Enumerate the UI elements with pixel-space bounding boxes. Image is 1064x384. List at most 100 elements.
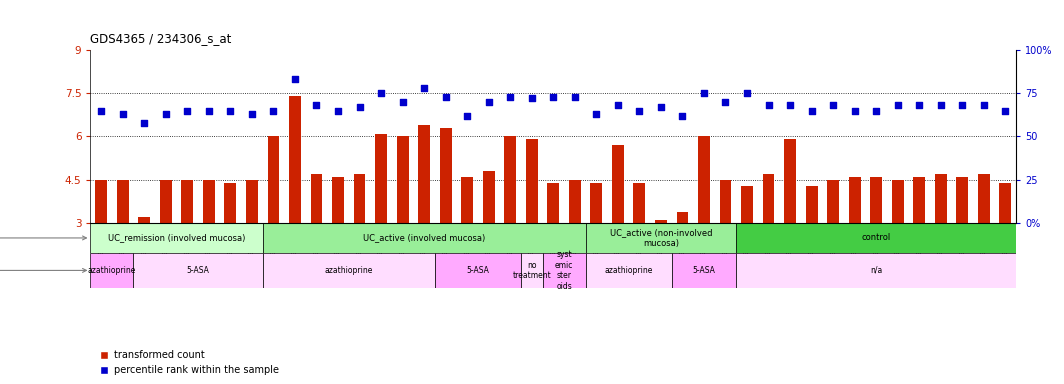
Point <box>416 85 433 91</box>
Bar <box>462 177 473 223</box>
Bar <box>483 171 495 223</box>
Point <box>976 102 993 108</box>
Point <box>932 102 949 108</box>
Point <box>244 111 261 117</box>
Point <box>867 108 884 114</box>
Bar <box>719 180 731 223</box>
Point <box>631 108 648 114</box>
Bar <box>677 212 688 223</box>
Bar <box>957 177 968 223</box>
Bar <box>978 174 990 223</box>
Bar <box>999 183 1011 223</box>
Bar <box>569 180 581 223</box>
Bar <box>892 180 903 223</box>
Point <box>286 76 303 83</box>
Bar <box>913 177 926 223</box>
Point <box>523 95 541 101</box>
Point <box>610 102 627 108</box>
Point <box>200 108 217 114</box>
Bar <box>870 177 882 223</box>
Bar <box>736 253 1016 288</box>
Point <box>222 108 239 114</box>
Bar <box>353 174 365 223</box>
Point <box>480 99 497 105</box>
Bar <box>263 223 585 253</box>
Point <box>674 113 691 119</box>
Legend: transformed count, percentile rank within the sample: transformed count, percentile rank withi… <box>96 346 283 379</box>
Point <box>911 102 928 108</box>
Bar <box>439 128 451 223</box>
Bar <box>526 139 537 223</box>
Point <box>566 94 583 100</box>
Point <box>953 102 970 108</box>
Bar <box>633 183 645 223</box>
Text: UC_active (non-involved
mucosa): UC_active (non-involved mucosa) <box>610 228 712 248</box>
Text: no
treatment: no treatment <box>513 261 551 280</box>
Point <box>545 94 562 100</box>
Bar <box>521 253 543 288</box>
Point <box>93 108 110 114</box>
Point <box>846 108 863 114</box>
Point <box>265 108 282 114</box>
Text: azathioprine: azathioprine <box>325 266 373 275</box>
Bar <box>585 223 736 253</box>
Bar <box>418 125 430 223</box>
Point <box>502 94 519 100</box>
Bar <box>90 223 263 253</box>
Bar <box>763 174 775 223</box>
Point <box>437 94 454 100</box>
Text: control: control <box>862 233 891 242</box>
Text: azathioprine: azathioprine <box>87 266 136 275</box>
Text: GDS4365 / 234306_s_at: GDS4365 / 234306_s_at <box>90 32 232 45</box>
Bar <box>96 180 107 223</box>
Text: agent: agent <box>0 265 86 275</box>
Text: UC_active (involved mucosa): UC_active (involved mucosa) <box>363 233 485 242</box>
Bar <box>332 177 344 223</box>
Bar <box>203 180 215 223</box>
Bar <box>117 180 129 223</box>
Point <box>825 102 842 108</box>
Bar <box>805 185 817 223</box>
Bar <box>289 96 301 223</box>
Bar <box>784 139 796 223</box>
Bar <box>655 220 667 223</box>
Point <box>394 99 411 105</box>
Bar <box>225 183 236 223</box>
Bar <box>397 136 409 223</box>
Bar <box>698 136 710 223</box>
Bar <box>591 183 602 223</box>
Bar <box>246 180 257 223</box>
Bar <box>742 185 753 223</box>
Text: disease state: disease state <box>0 233 86 243</box>
Text: UC_remission (involved mucosa): UC_remission (involved mucosa) <box>107 233 245 242</box>
Bar <box>849 177 861 223</box>
Point <box>459 113 476 119</box>
Point <box>372 90 389 96</box>
Bar <box>133 253 263 288</box>
Point <box>738 90 755 96</box>
Point <box>179 108 196 114</box>
Point <box>696 90 713 96</box>
Bar <box>543 253 585 288</box>
Text: azathioprine: azathioprine <box>604 266 653 275</box>
Point <box>157 111 174 117</box>
Bar <box>671 253 736 288</box>
Bar <box>160 180 171 223</box>
Bar <box>435 253 521 288</box>
Point <box>587 111 604 117</box>
Point <box>890 102 907 108</box>
Point <box>760 102 777 108</box>
Point <box>997 108 1014 114</box>
Bar <box>181 180 194 223</box>
Bar <box>827 180 839 223</box>
Text: n/a: n/a <box>870 266 882 275</box>
Bar <box>612 145 624 223</box>
Text: syst
emic
ster
oids: syst emic ster oids <box>554 250 573 291</box>
Bar <box>504 136 516 223</box>
Point <box>652 104 669 110</box>
Bar <box>263 253 435 288</box>
Bar <box>311 174 322 223</box>
Bar <box>547 183 560 223</box>
Point <box>717 99 734 105</box>
Point <box>114 111 131 117</box>
